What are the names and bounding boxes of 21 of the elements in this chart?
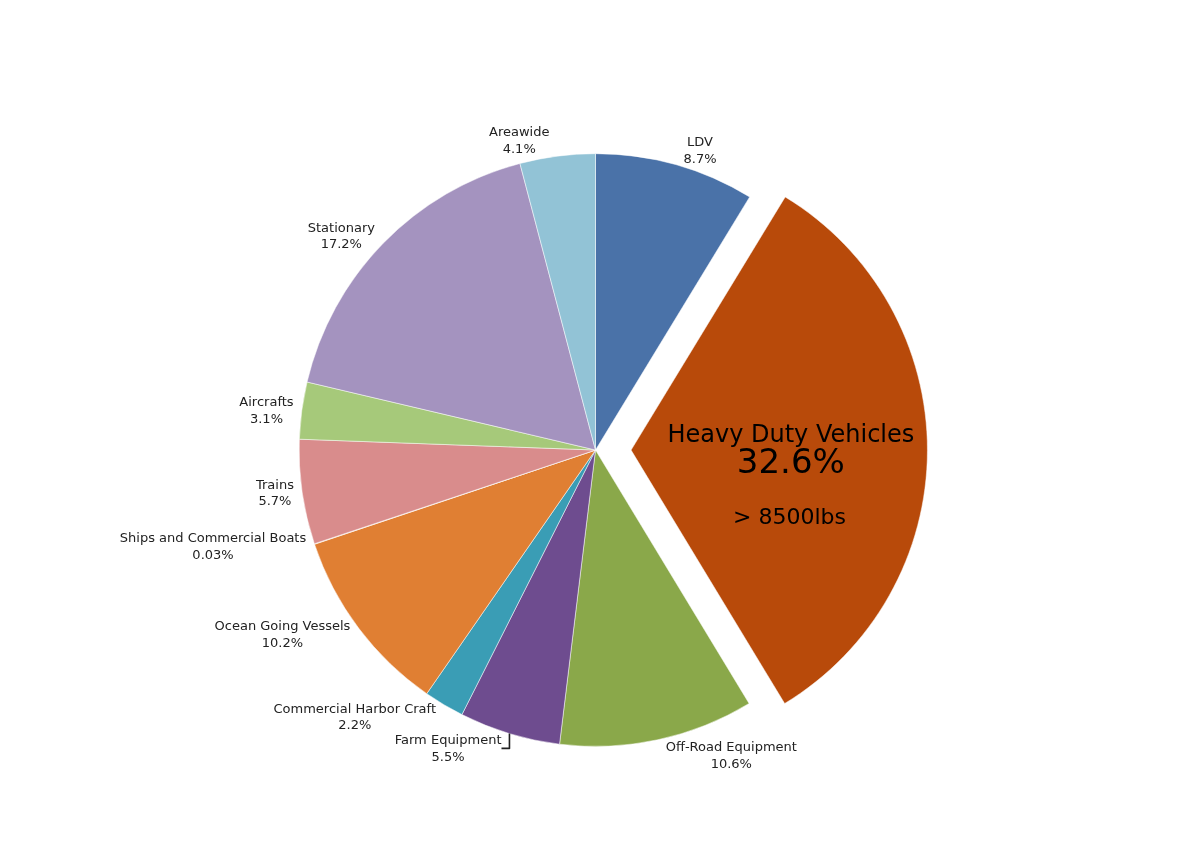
data-label: 10.6% — [710, 755, 752, 771]
data-label: 4.1% — [502, 141, 536, 157]
data-label: 10.2% — [261, 634, 304, 650]
slice-label: LDV — [687, 133, 714, 149]
data-label: 5.7% — [258, 493, 292, 509]
slice-label: Stationary — [307, 219, 376, 235]
slice-label: Ocean Going Vessels — [214, 617, 351, 633]
text: > 8500lbs — [733, 504, 846, 529]
data-label: 0.03% — [192, 546, 234, 562]
slice-label: Areawide — [489, 124, 550, 140]
data-label: 17.2% — [320, 236, 362, 252]
data-label: 2.2% — [338, 717, 372, 733]
slice-label: Farm Equipment — [394, 732, 502, 748]
data-label: 8.7% — [683, 150, 717, 166]
slice-label: Off-Road Equipment — [665, 739, 797, 755]
slice-label: Ships and Commercial Boats — [119, 529, 307, 545]
slice-label: Trains — [254, 476, 295, 492]
data-label: 5.5% — [431, 749, 465, 765]
slice-label: Commercial Harbor Craft — [273, 700, 437, 716]
slice-label: Aircrafts — [239, 394, 294, 410]
data-label: 3.1% — [249, 411, 283, 427]
